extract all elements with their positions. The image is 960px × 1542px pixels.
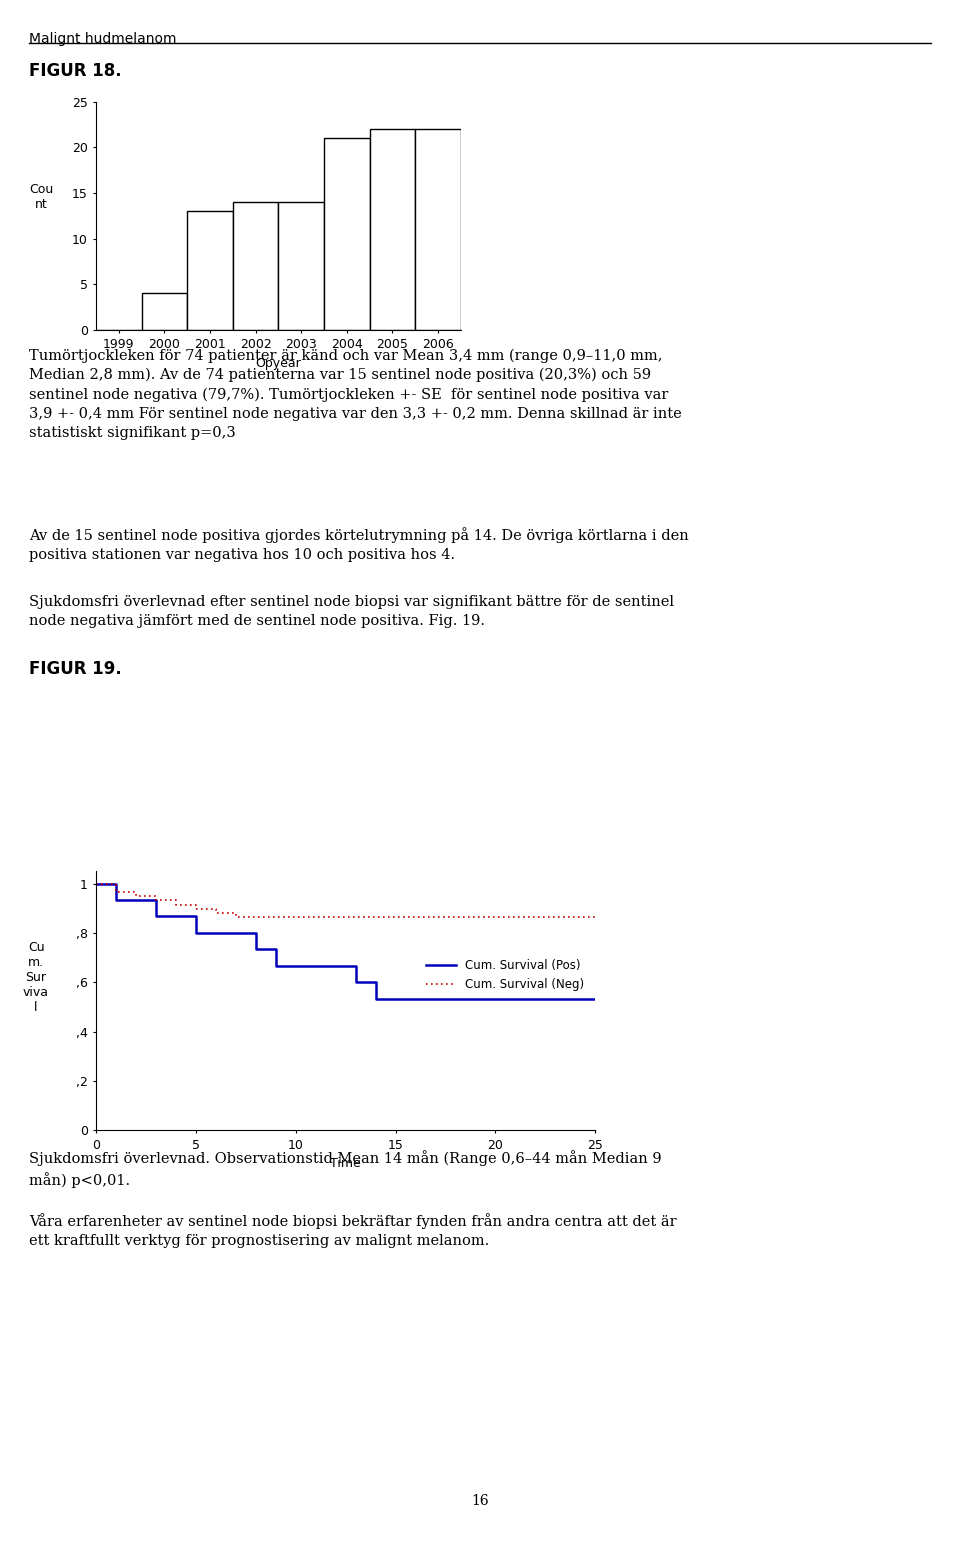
Bar <box>232 202 278 330</box>
Text: FIGUR 19.: FIGUR 19. <box>29 660 122 678</box>
Text: Sjukdomsfri överlevnad efter sentinel node biopsi var signifikant bättre för de : Sjukdomsfri överlevnad efter sentinel no… <box>29 595 674 628</box>
Text: Av de 15 sentinel node positiva gjordes körtelutrymning på 14. De övriga körtlar: Av de 15 sentinel node positiva gjordes … <box>29 527 688 563</box>
Bar <box>278 202 324 330</box>
Bar <box>370 130 415 330</box>
X-axis label: Opyear: Opyear <box>255 356 301 370</box>
Text: Våra erfarenheter av sentinel node biopsi bekräftar fynden från andra centra att: Våra erfarenheter av sentinel node biops… <box>29 1214 677 1249</box>
Text: Malignt hudmelanom: Malignt hudmelanom <box>29 32 177 46</box>
Text: Sjukdomsfri överlevnad. Observationstid Mean 14 mån (Range 0,6–44 mån Median 9
m: Sjukdomsfri överlevnad. Observationstid … <box>29 1150 661 1187</box>
Y-axis label: Cu
m.
Sur
viva
l: Cu m. Sur viva l <box>23 941 49 1013</box>
Bar <box>415 130 461 330</box>
X-axis label: Time: Time <box>330 1156 361 1170</box>
Y-axis label: Cou
nt: Cou nt <box>29 183 54 211</box>
Text: FIGUR 18.: FIGUR 18. <box>29 62 121 80</box>
Text: 16: 16 <box>471 1494 489 1508</box>
Bar <box>187 211 232 330</box>
Legend: Cum. Survival (Pos), Cum. Survival (Neg): Cum. Survival (Pos), Cum. Survival (Neg) <box>421 954 589 996</box>
Text: Tumörtjockleken för 74 patienter är känd och var Mean 3,4 mm (range 0,9–11,0 mm,: Tumörtjockleken för 74 patienter är känd… <box>29 348 682 439</box>
Bar <box>142 293 187 330</box>
Bar <box>324 139 370 330</box>
